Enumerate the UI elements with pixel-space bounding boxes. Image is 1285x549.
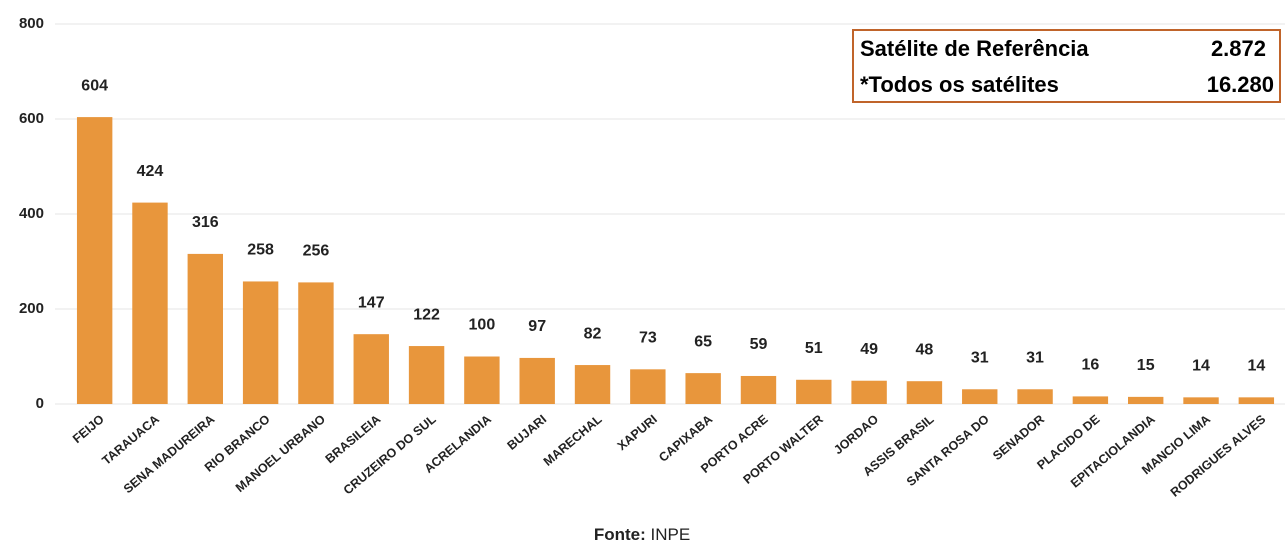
x-tick-label: CAPIXABA — [656, 412, 715, 465]
bar — [519, 357, 555, 404]
x-tick-label: CRUZEIRO DO SUL — [341, 412, 439, 498]
table-value: 2.872 — [1211, 36, 1266, 61]
value-label: 147 — [358, 294, 385, 311]
y-tick-label: 200 — [19, 300, 44, 317]
summary-box — [852, 29, 1281, 103]
value-label: 316 — [192, 214, 219, 231]
bar — [1128, 396, 1164, 404]
x-tick-label: JORDAO — [831, 412, 881, 457]
bar — [796, 379, 832, 404]
y-tick-label: 0 — [36, 395, 44, 412]
table-value: 16.280 — [1207, 72, 1274, 97]
x-tick-label: MANOEL URBANO — [233, 412, 328, 495]
value-label: 65 — [694, 333, 712, 350]
bar — [464, 356, 500, 404]
x-tick-label: XAPURI — [615, 412, 660, 453]
value-label: 604 — [81, 77, 108, 94]
value-label: 15 — [1137, 357, 1155, 374]
y-tick-label: 400 — [19, 205, 44, 222]
bar — [851, 380, 887, 404]
bar — [242, 281, 279, 404]
source-label: Fonte: — [594, 525, 646, 544]
value-label: 256 — [303, 243, 330, 260]
bar — [740, 375, 777, 404]
value-label: 59 — [750, 336, 768, 353]
value-label: 49 — [860, 341, 878, 358]
bar — [1072, 396, 1109, 404]
value-label: 122 — [413, 306, 440, 323]
source-name: INPE — [650, 525, 690, 544]
bar — [962, 389, 998, 404]
bar — [574, 365, 611, 404]
x-tick-label: MARECHAL — [541, 412, 605, 469]
value-label: 82 — [584, 325, 602, 342]
value-label: 48 — [916, 341, 934, 358]
table-label: *Todos os satélites — [860, 72, 1059, 97]
value-label: 14 — [1192, 358, 1210, 375]
value-label: 424 — [137, 163, 164, 180]
bar — [187, 253, 223, 404]
source: Fonte: INPE — [594, 525, 690, 544]
bar — [132, 202, 168, 404]
y-tick-label: 800 — [19, 15, 44, 32]
x-tick-label: SENA MADUREIRA — [121, 412, 217, 496]
bar — [1017, 389, 1053, 404]
x-tick-label: FEIJO — [70, 412, 107, 446]
value-label: 100 — [469, 317, 496, 334]
bar — [630, 369, 666, 404]
x-tick-label: BUJARI — [505, 412, 550, 453]
value-label: 31 — [1026, 349, 1044, 366]
bar — [685, 373, 721, 404]
value-label: 31 — [971, 349, 989, 366]
y-tick-label: 600 — [19, 110, 44, 127]
bar — [906, 381, 943, 404]
value-label: 51 — [805, 340, 823, 357]
value-label: 16 — [1081, 357, 1099, 374]
value-label: 14 — [1247, 358, 1265, 375]
bar — [1183, 397, 1219, 404]
bar — [1238, 397, 1275, 404]
bar — [76, 117, 113, 404]
bar — [408, 346, 445, 404]
bar — [298, 282, 334, 404]
bar — [353, 334, 389, 404]
value-label: 73 — [639, 330, 657, 347]
value-label: 97 — [528, 318, 546, 335]
x-tick-label: SENADOR — [990, 412, 1047, 463]
x-tick-label: RODRIGUES ALVES — [1168, 412, 1269, 500]
table-label: Satélite de Referência — [860, 36, 1089, 61]
value-label: 258 — [247, 242, 274, 259]
